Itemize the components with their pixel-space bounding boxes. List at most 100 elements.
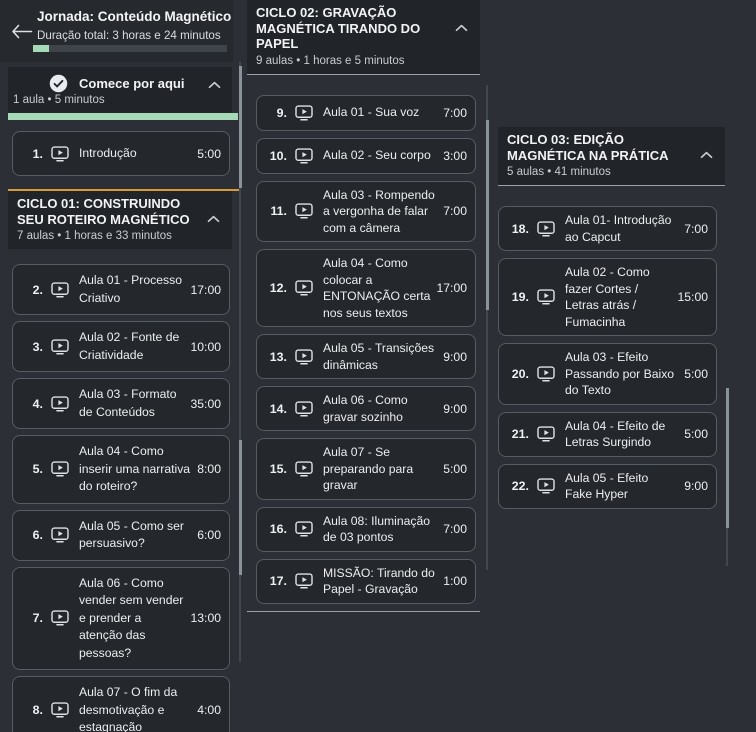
lesson-card[interactable]: 17. MISSÃO: Tirando do Papel - Gravação 1:… <box>256 558 476 604</box>
lesson-duration: 4:00 <box>197 703 221 718</box>
lesson-duration: 1:00 <box>443 574 467 588</box>
lesson-card[interactable]: 3. Aula 02 - Fonte de Criatividade 10:00 <box>12 321 230 372</box>
lesson-title: Aula 01- Introdução ao Capcut <box>565 213 672 244</box>
video-play-icon <box>295 203 313 219</box>
lesson-card[interactable]: 18. Aula 01- Introdução ao Capcut 7:00 <box>498 206 717 251</box>
lesson-card[interactable]: 19. Aula 02 - Como fazer Cortes / Letras … <box>498 258 717 336</box>
lesson-duration: 7:00 <box>443 522 467 536</box>
video-play-icon <box>51 527 69 543</box>
scrollbar-thumb-col3[interactable] <box>726 388 729 528</box>
curriculum-column-2: CICLO 02: GRAVAÇÃO MAGNÉTICA TIRANDO DO … <box>247 0 480 612</box>
course-title: Jornada: Conteúdo Magnético <box>37 9 232 24</box>
lesson-list-ciclo-02: 9. Aula 01 - Sua voz 7:00 10. Aula 02 - Seu … <box>256 94 480 604</box>
lesson-title: Aula 05 - Efeito Fake Hyper <box>565 470 649 502</box>
lesson-number: 10. <box>269 148 287 163</box>
lesson-duration: 8:00 <box>197 462 221 477</box>
section-meta: 7 aulas • 1 horas e 33 minutos <box>17 230 172 242</box>
chevron-up-icon[interactable] <box>207 215 220 223</box>
lesson-card[interactable]: 14. Aula 06 - Como gravar sozinho 9:00 <box>256 386 476 431</box>
section-meta: 9 aulas • 1 horas e 5 minutos <box>256 54 405 67</box>
lesson-title: Aula 03 - Rompendo a vergonha de falar c… <box>323 187 435 235</box>
back-arrow-icon[interactable] <box>11 24 33 39</box>
video-play-icon <box>537 426 555 442</box>
lesson-card[interactable]: 15. Aula 07 - Se preparando para gravar 5:… <box>256 438 476 500</box>
section-meta: 5 aulas • 41 minutos <box>507 166 611 178</box>
video-play-icon <box>295 461 313 477</box>
lesson-number: 9. <box>276 105 287 120</box>
lesson-card[interactable]: 16. Aula 08: Iluminação de 03 pontos 7:00 <box>256 506 476 552</box>
chevron-up-icon[interactable] <box>455 24 468 32</box>
scrollbar-track-col2[interactable] <box>486 85 488 570</box>
lesson-title: Aula 05 - Transições dinâmicas <box>323 341 435 372</box>
lesson-card[interactable]: 4. Aula 03 - Formato de Conteúdos 35:00 <box>12 378 230 429</box>
lesson-card[interactable]: 1. Introdução 5:00 <box>12 131 230 176</box>
section-header-ciclo-03[interactable]: CICLO 03: EDIÇÃO MAGNÉTICA NA PRÁTICA 5 a… <box>498 127 725 186</box>
lesson-card[interactable]: 13. Aula 05 - Transições dinâmicas 9:00 <box>256 334 476 379</box>
lesson-card[interactable]: 21. Aula 04 - Efeito de Letras Surgindo 5:… <box>498 411 717 457</box>
lesson-number: 6. <box>32 528 43 542</box>
video-play-icon <box>537 289 555 305</box>
lesson-title: Aula 04 - Como inserir uma narrativa do … <box>79 444 191 493</box>
lesson-duration: 7:00 <box>443 204 467 219</box>
lesson-duration: 9:00 <box>443 349 467 364</box>
lesson-card[interactable]: 7. Aula 06 - Como vender sem vender e pre… <box>12 566 230 670</box>
scrollbar-track-col3[interactable] <box>726 528 728 566</box>
lesson-card[interactable]: 11. Aula 03 - Rompendo a vergonha de fala… <box>256 180 476 242</box>
lesson-card[interactable]: 20. Aula 03 - Efeito Passando por Baixo d… <box>498 343 717 405</box>
lesson-number: 5. <box>32 462 43 477</box>
video-play-icon <box>295 521 313 537</box>
lesson-card[interactable]: 9. Aula 01 - Sua voz 7:00 <box>256 94 476 131</box>
lesson-title: Aula 02 - Fonte de Criatividade <box>79 330 180 362</box>
lesson-duration: 5:00 <box>684 366 708 381</box>
chevron-up-icon[interactable] <box>700 151 713 159</box>
lesson-number: 22. <box>511 479 529 493</box>
lesson-number: 3. <box>32 339 43 354</box>
lesson-title: MISSÃO: Tirando do Papel - Gravação <box>323 565 435 597</box>
lesson-duration: 7:00 <box>443 105 467 120</box>
lesson-duration: 3:00 <box>443 148 467 163</box>
video-play-icon <box>295 348 313 365</box>
lesson-list-ciclo-01: 2. Aula 01 - Processo Criativo 17:00 3. Aula… <box>12 264 233 732</box>
lesson-title: Aula 02 - Como fazer Cortes / Letras atr… <box>565 265 650 329</box>
lesson-number: 15. <box>269 461 287 476</box>
lesson-card[interactable]: 12. Aula 04 - Como colocar a ENTONAÇÃO ce… <box>256 249 476 327</box>
lesson-title: Aula 04 - Como colocar a ENTONAÇÃO certa… <box>323 256 431 320</box>
lesson-number: 21. <box>511 427 529 441</box>
section-header-ciclo-02[interactable]: CICLO 02: GRAVAÇÃO MAGNÉTICA TIRANDO DO … <box>247 0 480 75</box>
lesson-duration: 10:00 <box>190 339 222 354</box>
lesson-card[interactable]: 2. Aula 01 - Processo Criativo 17:00 <box>12 264 230 315</box>
lesson-card[interactable]: 8. Aula 07 - O fim da desmotivação e esta… <box>12 676 230 732</box>
lesson-number: 16. <box>269 522 287 536</box>
lesson-duration: 15:00 <box>677 290 709 304</box>
video-play-icon <box>51 702 69 718</box>
section-divider-orange <box>8 189 241 191</box>
video-play-icon <box>295 280 313 296</box>
section-header-comece-por-aqui[interactable]: Comece por aqui 1 aula • 5 minutos <box>8 67 232 113</box>
lesson-card[interactable]: 10. Aula 02 - Seu corpo 3:00 <box>256 137 476 174</box>
lesson-title: Aula 03 - Formato de Conteúdos <box>79 387 177 419</box>
section-progress-fill <box>8 113 238 120</box>
scrollbar-thumb-col1-mid[interactable] <box>239 440 242 575</box>
lesson-title: Aula 01 - Processo Criativo <box>79 273 182 305</box>
lesson-card[interactable]: 5. Aula 04 - Como inserir uma narrativa d… <box>12 435 230 504</box>
lesson-duration: 5:00 <box>443 461 467 476</box>
lesson-duration: 17:00 <box>190 282 222 297</box>
lesson-duration: 13:00 <box>190 611 222 626</box>
video-play-icon <box>51 145 69 162</box>
lesson-number: 2. <box>32 282 43 297</box>
lesson-card[interactable]: 6. Aula 05 - Como ser persuasivo? 6:00 <box>12 509 230 561</box>
section-title: CICLO 01: CONSTRUINDO SEU ROTEIRO MAGNÉT… <box>17 196 190 227</box>
scrollbar-track-col1[interactable] <box>239 62 241 662</box>
lesson-number: 14. <box>269 401 287 416</box>
lesson-number: 20. <box>511 366 529 381</box>
section-header-ciclo-01[interactable]: CICLO 01: CONSTRUINDO SEU ROTEIRO MAGNÉT… <box>8 191 232 249</box>
lesson-card[interactable]: 22. Aula 05 - Efeito Fake Hyper 9:00 <box>498 463 717 509</box>
lesson-number: 4. <box>32 396 43 411</box>
scrollbar-thumb-col2[interactable] <box>486 120 489 310</box>
lesson-number: 8. <box>32 703 43 718</box>
section-progress-bar <box>8 113 238 120</box>
scrollbar-thumb-col1-top[interactable] <box>239 66 242 188</box>
chevron-up-icon[interactable] <box>208 81 221 89</box>
lesson-title: Aula 07 - Se preparando para gravar <box>323 445 414 492</box>
lesson-number: 19. <box>511 290 529 304</box>
